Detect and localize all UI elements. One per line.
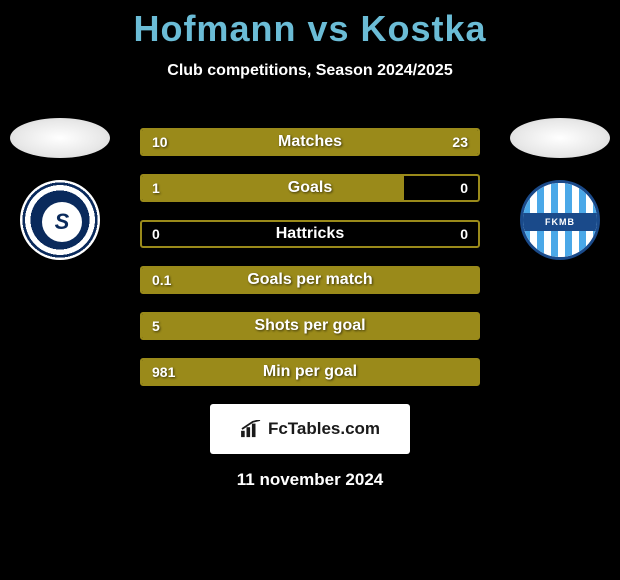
stat-bar-label: Goals per match [142, 268, 478, 292]
chart-icon [240, 420, 262, 438]
stat-bar-value-left: 0 [142, 222, 170, 246]
club-badge-left: S [20, 180, 100, 260]
stat-bar-row: Hattricks0 0 [140, 220, 480, 248]
stat-bar-row: Matches10 23 [140, 128, 480, 156]
infographic-container: Hofmann vs Kostka Club competitions, Sea… [0, 0, 620, 490]
stat-bars: Matches1023Goals10Hattricks00Goals per m… [140, 128, 480, 386]
player-avatar-right [510, 118, 610, 158]
club-badge-left-initial: S [42, 202, 82, 242]
stat-bar-row: Min per goal981 [140, 358, 480, 386]
subtitle: Club competitions, Season 2024/2025 [0, 62, 620, 80]
page-title: Hofmann vs Kostka [0, 8, 620, 50]
brand-badge: FcTables.com [210, 404, 410, 454]
stat-bar-value-left: 5 [142, 314, 170, 338]
stat-bar-value-right: 23 [442, 130, 478, 154]
stat-bar-value-right: 0 [450, 176, 478, 200]
club-badge-right: FKMB [520, 180, 600, 260]
stat-bar-label: Hattricks [142, 222, 478, 246]
stat-bar-label: Min per goal [142, 360, 478, 384]
stat-bar-value-left: 981 [142, 360, 185, 384]
stat-bar-value-left: 10 [142, 130, 178, 154]
player-avatar-left [10, 118, 110, 158]
stat-bar-value-left: 0.1 [142, 268, 181, 292]
stat-bar-row: Goals1 0 [140, 174, 480, 202]
footer-date: 11 november 2024 [0, 470, 620, 490]
stat-bar-row: Shots per goal5 [140, 312, 480, 340]
brand-text: FcTables.com [268, 419, 380, 439]
stat-bar-label: Shots per goal [142, 314, 478, 338]
stat-bar-label: Goals [142, 176, 478, 200]
club-badge-right-label: FKMB [523, 213, 597, 231]
stat-bar-value-left: 1 [142, 176, 170, 200]
stat-bar-label: Matches [142, 130, 478, 154]
stat-bar-row: Goals per match0.1 [140, 266, 480, 294]
stat-bar-value-right: 0 [450, 222, 478, 246]
